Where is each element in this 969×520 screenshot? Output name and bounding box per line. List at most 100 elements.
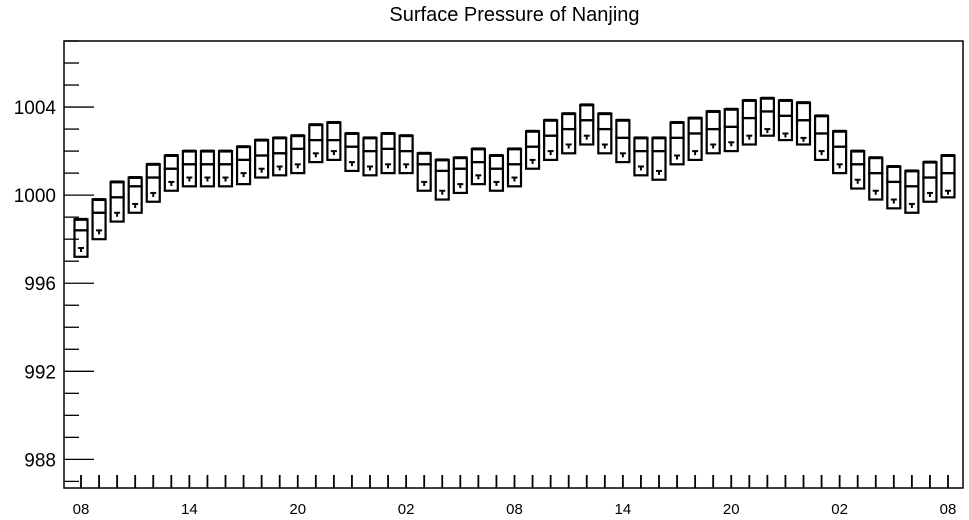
- box-q3-max: [795, 101, 812, 122]
- box-q3-max: [308, 123, 324, 142]
- box-q3-max: [759, 97, 775, 113]
- box-group: [109, 180, 125, 223]
- box-q1-q3: [127, 185, 143, 214]
- box-q3-max: [416, 152, 432, 166]
- x-tick-label: 08: [940, 501, 957, 518]
- box-q1-q3: [633, 149, 649, 177]
- box-group: [290, 134, 306, 175]
- y-tick-label: 992: [24, 362, 56, 383]
- box-q1-q3: [615, 136, 631, 164]
- box-q3-max: [163, 154, 179, 170]
- box-q3-max: [543, 119, 559, 137]
- box-q1-q3: [723, 125, 739, 153]
- box-q1-q3: [597, 127, 613, 155]
- box-q3-max: [290, 134, 306, 150]
- box-group: [651, 136, 667, 181]
- box-q1-q3: [290, 147, 306, 175]
- box-q1-q3: [524, 145, 541, 170]
- box-group: [813, 114, 830, 162]
- box-q3-max: [579, 103, 595, 122]
- box-group: [633, 136, 649, 177]
- box-q3-max: [813, 114, 830, 135]
- box-group: [886, 165, 902, 210]
- box-q3-max: [615, 119, 631, 139]
- box-q3-max: [362, 136, 378, 153]
- marks-layer: [73, 96, 956, 258]
- box-group: [669, 120, 685, 166]
- box-group: [488, 154, 505, 192]
- box-q1-q3: [579, 119, 595, 146]
- box-group: [326, 120, 342, 162]
- box-q3-max: [235, 145, 252, 162]
- box-group: [470, 147, 486, 186]
- box-group: [362, 136, 378, 177]
- box-q1-q3: [488, 167, 505, 192]
- box-q1-q3: [904, 185, 920, 214]
- box-q3-max: [272, 136, 288, 155]
- box-group: [777, 98, 794, 142]
- box-q3-max: [145, 163, 161, 179]
- box-q1-q3: [163, 167, 179, 192]
- box-group: [524, 129, 541, 170]
- box-q3-max: [254, 138, 270, 157]
- box-group: [127, 176, 143, 214]
- box-q1-q3: [741, 116, 757, 146]
- box-group: [452, 156, 468, 195]
- box-q3-max: [217, 149, 234, 166]
- box-q3-max: [73, 218, 89, 232]
- box-group: [832, 129, 848, 175]
- box-group: [91, 198, 107, 241]
- box-q1-q3: [217, 163, 234, 188]
- box-q1-q3: [850, 163, 866, 190]
- box-q1-q3: [73, 229, 89, 258]
- box-q3-max: [91, 198, 107, 214]
- box-q3-max: [380, 132, 396, 150]
- y-tick-label: 996: [24, 274, 56, 295]
- box-q1-q3: [687, 132, 703, 162]
- axes-layer: 988 992 996 1000 1004 08 14 20 02 08 14 20 02 08: [14, 40, 957, 518]
- box-q3-max: [687, 116, 703, 135]
- box-q3-max: [633, 136, 649, 153]
- box-group: [217, 149, 234, 188]
- box-q1-q3: [561, 127, 577, 155]
- box-group: [380, 131, 396, 175]
- plot-frame: [63, 40, 964, 489]
- box-q1-q3: [868, 172, 884, 201]
- box-group: [398, 134, 414, 175]
- box-group: [344, 131, 360, 173]
- box-q1-q3: [199, 163, 216, 188]
- box-group: [759, 96, 775, 137]
- box-q3-max: [832, 130, 848, 148]
- box-q1-q3: [813, 132, 830, 162]
- x-tick-label: 14: [181, 501, 198, 518]
- box-q1-q3: [181, 163, 197, 188]
- box-q3-max: [470, 147, 486, 164]
- box-q1-q3: [235, 158, 252, 186]
- box-q1-q3: [326, 138, 342, 162]
- x-tick-label: 14: [615, 501, 632, 518]
- box-group: [868, 156, 884, 201]
- box-q3-max: [940, 154, 956, 175]
- box-q3-max: [199, 149, 216, 166]
- box-q1-q3: [254, 154, 270, 179]
- box-group: [597, 112, 613, 155]
- box-q1-q3: [651, 149, 667, 181]
- box-group: [940, 154, 956, 199]
- box-group: [850, 149, 866, 190]
- box-group: [543, 118, 559, 162]
- box-group: [687, 116, 703, 162]
- box-group: [145, 162, 161, 203]
- x-tick-label: 20: [723, 501, 740, 518]
- y-tick-label: 1004: [14, 98, 57, 119]
- box-q1-q3: [922, 176, 938, 203]
- box-group: [254, 138, 270, 179]
- box-q3-max: [705, 110, 721, 131]
- box-group: [181, 149, 197, 188]
- box-q3-max: [777, 99, 794, 117]
- box-q3-max: [561, 112, 577, 131]
- box-q3-max: [886, 165, 902, 184]
- box-q1-q3: [416, 163, 432, 192]
- box-q1-q3: [344, 145, 360, 173]
- box-group: [741, 98, 757, 146]
